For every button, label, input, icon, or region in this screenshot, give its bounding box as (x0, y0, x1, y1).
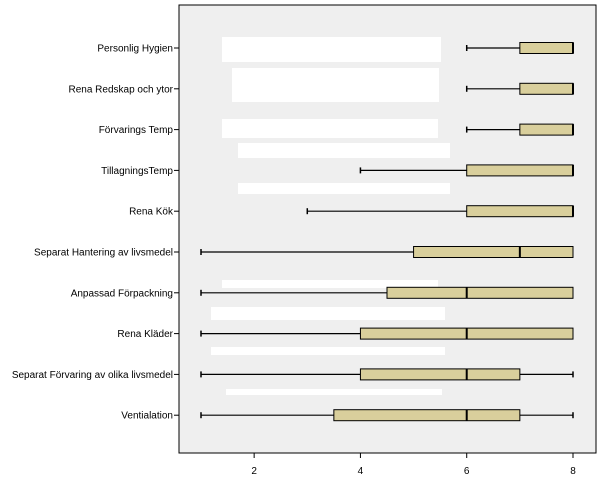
blank-bands (211, 37, 450, 395)
category-label: Ventialation (121, 411, 173, 422)
category-label: Personlig Hygien (97, 44, 173, 55)
box-5 (306, 205, 574, 218)
category-label: Separat Förvaring av olika livsmedel (12, 370, 173, 381)
x-axis: 2 4 6 8 (251, 453, 576, 477)
x-tick-label: 8 (570, 466, 576, 477)
category-label: Anpassad Förpackning (71, 288, 173, 299)
iqr-box (519, 123, 574, 136)
box-7 (200, 286, 574, 299)
iqr-box (466, 205, 574, 218)
box-2 (465, 82, 574, 95)
x-tick-label: 4 (358, 466, 364, 477)
box-6 (200, 246, 574, 258)
blank-band (222, 280, 438, 288)
category-label: Förvarings Temp (99, 125, 174, 136)
category-label: Rena Kläder (117, 329, 173, 340)
blank-band (211, 307, 445, 320)
category-label: TillagningsTemp (101, 166, 173, 177)
blank-band (226, 389, 442, 395)
box-10 (200, 409, 574, 422)
box-4 (359, 164, 574, 177)
iqr-box (386, 286, 574, 299)
blank-band (238, 183, 450, 194)
box-3 (465, 123, 574, 136)
iqr-box (466, 164, 574, 177)
iqr-box (519, 82, 574, 95)
box-9 (200, 368, 574, 381)
category-label: Separat Hantering av livsmedel (34, 248, 173, 259)
box-1 (465, 42, 574, 54)
blank-band (211, 347, 445, 355)
box-8 (200, 327, 574, 340)
blank-band (232, 68, 439, 102)
iqr-box (333, 409, 521, 422)
category-label: Rena Kök (129, 207, 174, 218)
category-label: Rena Redskap och ytor (68, 84, 173, 95)
category-labels: Personlig Hygien Rena Redskap och ytor För… (12, 44, 179, 422)
boxes (200, 42, 574, 422)
iqr-box (413, 246, 574, 258)
blank-band (222, 37, 441, 62)
x-tick-label: 2 (251, 466, 257, 477)
blank-band (222, 119, 438, 138)
iqr-box (519, 42, 574, 54)
iqr-box (359, 368, 521, 381)
blank-band (238, 143, 450, 158)
x-tick-label: 6 (464, 466, 470, 477)
